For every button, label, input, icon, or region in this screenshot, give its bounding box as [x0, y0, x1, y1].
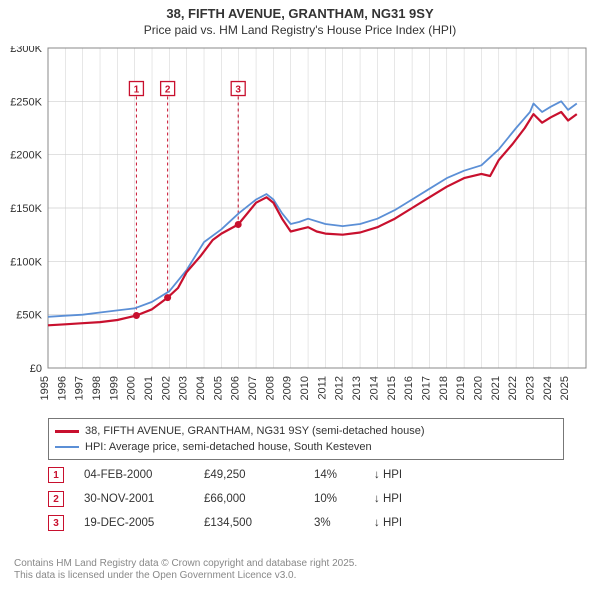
event-pct: 3% [314, 511, 374, 535]
attribution-line: Contains HM Land Registry data © Crown c… [14, 558, 357, 570]
svg-text:2011: 2011 [316, 376, 328, 400]
svg-text:1997: 1997 [74, 376, 86, 400]
event-marker-box: 3 [48, 515, 64, 531]
svg-text:2007: 2007 [247, 376, 259, 400]
legend-item: 38, FIFTH AVENUE, GRANTHAM, NG31 9SY (se… [55, 423, 557, 439]
event-date: 04-FEB-2000 [84, 463, 204, 487]
svg-text:£150K: £150K [10, 203, 42, 215]
svg-text:2023: 2023 [524, 376, 536, 400]
svg-text:2013: 2013 [351, 376, 363, 400]
svg-text:2009: 2009 [282, 376, 294, 400]
event-marker-box: 2 [48, 491, 64, 507]
svg-text:£0: £0 [30, 363, 42, 375]
svg-text:2025: 2025 [559, 376, 571, 400]
svg-text:1996: 1996 [56, 376, 68, 400]
legend-label: HPI: Average price, semi-detached house,… [85, 439, 372, 455]
svg-text:1999: 1999 [108, 376, 120, 400]
svg-text:2012: 2012 [334, 376, 346, 400]
svg-text:2006: 2006 [230, 376, 242, 400]
event-marker-box: 1 [48, 467, 64, 483]
attribution-line: This data is licensed under the Open Gov… [14, 570, 357, 582]
event-date: 30-NOV-2001 [84, 487, 204, 511]
svg-text:2003: 2003 [178, 376, 190, 400]
svg-text:2014: 2014 [368, 376, 380, 400]
svg-text:£250K: £250K [10, 96, 42, 108]
event-dir: ↓ HPI [374, 463, 412, 487]
chart-plot: £0£50K£100K£150K£200K£250K£300K199519961… [4, 46, 542, 366]
event-price: £66,000 [204, 487, 314, 511]
legend-label: 38, FIFTH AVENUE, GRANTHAM, NG31 9SY (se… [85, 423, 425, 439]
event-pct: 14% [314, 463, 374, 487]
svg-text:2000: 2000 [126, 376, 138, 400]
svg-text:£50K: £50K [16, 310, 42, 322]
svg-text:2002: 2002 [160, 376, 172, 400]
title-subtitle: Price paid vs. HM Land Registry's House … [8, 23, 592, 37]
svg-text:£100K: £100K [10, 256, 42, 268]
svg-text:2021: 2021 [490, 376, 502, 400]
svg-text:2004: 2004 [195, 376, 207, 400]
event-price: £134,500 [204, 511, 314, 535]
svg-text:2024: 2024 [542, 376, 554, 400]
legend-swatch [55, 430, 79, 433]
svg-text:£200K: £200K [10, 150, 42, 162]
event-dir: ↓ HPI [374, 487, 412, 511]
svg-text:2005: 2005 [212, 376, 224, 400]
svg-text:2022: 2022 [507, 376, 519, 400]
event-price: £49,250 [204, 463, 314, 487]
svg-text:2016: 2016 [403, 376, 415, 400]
chart-svg: £0 £50K £100K £150K £200K £250K £300K 1995 1996 1… [4, 46, 590, 420]
svg-text:2018: 2018 [438, 376, 450, 400]
svg-text:1995: 1995 [39, 376, 51, 400]
transaction-row: 1 04-FEB-2000£49,25014%↓ HPI [48, 463, 412, 487]
event-dir: ↓ HPI [374, 511, 412, 535]
svg-text:2020: 2020 [472, 376, 484, 400]
svg-text:2: 2 [165, 85, 171, 96]
attribution: Contains HM Land Registry data © Crown c… [14, 558, 357, 582]
legend-swatch [55, 446, 79, 448]
svg-text:3: 3 [235, 85, 241, 96]
svg-text:2015: 2015 [386, 376, 398, 400]
svg-text:2017: 2017 [420, 376, 432, 400]
transaction-row: 3 19-DEC-2005£134,5003%↓ HPI [48, 511, 412, 535]
svg-text:2010: 2010 [299, 376, 311, 400]
svg-text:£300K: £300K [10, 46, 42, 55]
event-date: 19-DEC-2005 [84, 511, 204, 535]
chart-container: { "title_line1":"38, FIFTH AVENUE, GRANT… [0, 0, 600, 590]
legend: 38, FIFTH AVENUE, GRANTHAM, NG31 9SY (se… [48, 418, 564, 460]
svg-text:2019: 2019 [455, 376, 467, 400]
svg-text:1: 1 [134, 85, 140, 96]
svg-text:2001: 2001 [143, 376, 155, 400]
legend-item: HPI: Average price, semi-detached house,… [55, 439, 557, 455]
event-pct: 10% [314, 487, 374, 511]
title-address: 38, FIFTH AVENUE, GRANTHAM, NG31 9SY [8, 6, 592, 21]
transactions-table: 1 04-FEB-2000£49,25014%↓ HPI 2 30-NOV-2001£… [48, 463, 412, 535]
svg-text:2008: 2008 [264, 376, 276, 400]
chart-titles: 38, FIFTH AVENUE, GRANTHAM, NG31 9SY Pri… [0, 0, 600, 37]
transaction-row: 2 30-NOV-2001£66,00010%↓ HPI [48, 487, 412, 511]
svg-text:1998: 1998 [91, 376, 103, 400]
